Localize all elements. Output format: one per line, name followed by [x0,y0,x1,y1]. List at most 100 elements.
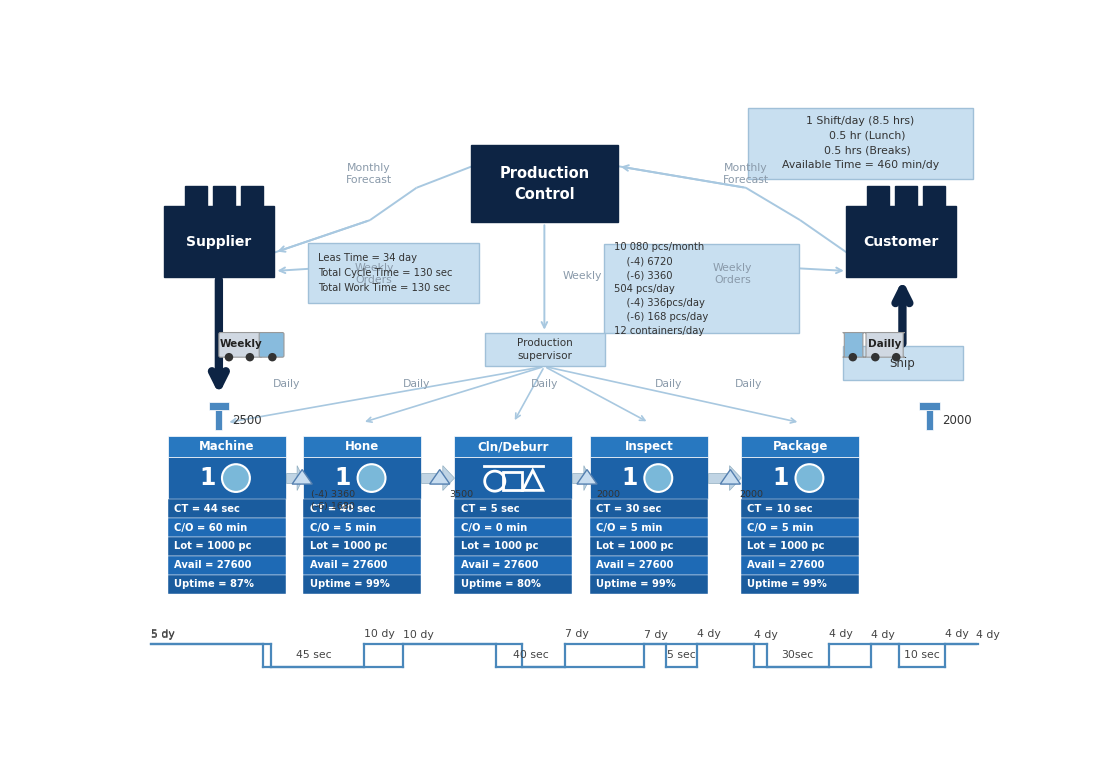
Text: Weekly: Weekly [562,271,602,282]
Text: 10 sec: 10 sec [904,650,939,660]
Polygon shape [576,469,597,484]
Text: Production
supervisor: Production supervisor [517,339,572,361]
Text: Leas Time = 34 day
Total Cycle Time = 130 sec
Total Work Time = 130 sec: Leas Time = 34 day Total Cycle Time = 13… [318,253,452,293]
Bar [308,243,478,303]
Text: C/O = 60 min: C/O = 60 min [174,522,248,533]
Bar [167,457,286,499]
Bar [286,472,297,483]
Text: Avail = 27600: Avail = 27600 [747,560,825,570]
Text: Avail = 27600: Avail = 27600 [596,560,673,570]
Bar [846,206,956,277]
Text: 5 dy: 5 dy [152,630,175,640]
Text: Uptime = 80%: Uptime = 80% [461,579,541,589]
Bar [590,436,708,457]
Text: Uptime = 99%: Uptime = 99% [596,579,676,589]
Text: 4 dy: 4 dy [755,630,778,640]
Text: Monthly
Forecast: Monthly Forecast [345,163,392,185]
Text: Weekly
Orders: Weekly Orders [713,264,752,285]
Text: 1: 1 [334,466,351,490]
Text: C/O = 5 min: C/O = 5 min [596,522,662,533]
Bar [421,472,443,483]
Bar [304,499,421,518]
Text: Weekly
Orders: Weekly Orders [354,264,394,285]
Bar [590,575,708,594]
Bar [212,186,234,206]
Circle shape [358,465,385,492]
Text: Lot = 1000 pc: Lot = 1000 pc [309,541,387,551]
Circle shape [892,353,901,361]
Bar [708,472,729,483]
Text: 4 dy: 4 dy [945,629,969,639]
Text: Lot = 1000 pc: Lot = 1000 pc [596,541,674,551]
Polygon shape [293,469,312,484]
Text: C/O = 5 min: C/O = 5 min [309,522,376,533]
Bar [209,402,229,410]
Bar [304,457,421,499]
Circle shape [268,353,276,361]
Text: CT = 40 sec: CT = 40 sec [309,504,375,514]
Bar [504,472,521,490]
Text: C/O = 5 min: C/O = 5 min [747,522,814,533]
Text: Daily: Daily [273,379,300,389]
Bar [741,518,859,537]
Text: CT = 5 sec: CT = 5 sec [461,504,519,514]
Text: 2000: 2000 [739,490,763,500]
Circle shape [871,353,880,361]
Bar [471,145,618,222]
Text: Uptime = 87%: Uptime = 87% [174,579,254,589]
Text: Machine: Machine [199,440,254,453]
Text: 1: 1 [772,466,789,490]
Bar [741,537,859,556]
Text: Monthly
Forecast: Monthly Forecast [723,163,769,185]
Bar [167,537,286,556]
Text: Daily: Daily [654,379,682,389]
Bar [741,499,859,518]
Bar [454,556,572,575]
Text: Inspect: Inspect [625,440,673,453]
Text: Production
Control: Production Control [499,166,590,202]
Bar [185,186,207,206]
Bar [454,457,572,499]
Text: (-4) 3360
(-6) 1680: (-4) 3360 (-6) 1680 [311,490,355,511]
Bar [741,575,859,594]
Text: 1 Shift/day (8.5 hrs)
    0.5 hr (Lunch)
    0.5 hrs (Breaks)
Available Time = 4: 1 Shift/day (8.5 hrs) 0.5 hr (Lunch) 0.5… [782,116,939,170]
Bar [748,108,974,178]
Text: 45 sec: 45 sec [296,650,331,660]
Bar [926,410,933,429]
Text: Supplier: Supplier [186,235,252,249]
Text: 5 dy: 5 dy [152,629,175,639]
Text: Hone: Hone [345,440,379,453]
Text: 30sec: 30sec [782,650,814,660]
Text: Cln/Deburr: Cln/Deburr [477,440,549,453]
Bar [304,518,421,537]
Bar [167,575,286,594]
Text: 2000: 2000 [596,490,620,500]
Polygon shape [720,469,740,484]
Bar [923,186,945,206]
Polygon shape [443,465,454,490]
Text: 7 dy: 7 dy [565,629,590,639]
Text: CT = 30 sec: CT = 30 sec [596,504,662,514]
Text: Avail = 27600: Avail = 27600 [174,560,251,570]
Text: 2500: 2500 [232,414,262,427]
Bar [454,537,572,556]
Polygon shape [430,469,450,484]
Bar [741,436,859,457]
Bar [454,499,572,518]
Circle shape [645,465,672,492]
Bar [454,436,572,457]
Bar [590,556,708,575]
Text: Customer: Customer [864,235,938,249]
Bar [304,537,421,556]
Bar [590,457,708,499]
Bar [216,410,222,429]
Bar [741,556,859,575]
Circle shape [795,465,824,492]
Text: CT = 10 sec: CT = 10 sec [747,504,813,514]
Bar [843,346,962,380]
Bar [454,575,572,594]
Text: 4 dy: 4 dy [828,629,852,639]
Text: C/O = 0 min: C/O = 0 min [461,522,527,533]
FancyBboxPatch shape [843,332,865,357]
Bar [304,436,421,457]
